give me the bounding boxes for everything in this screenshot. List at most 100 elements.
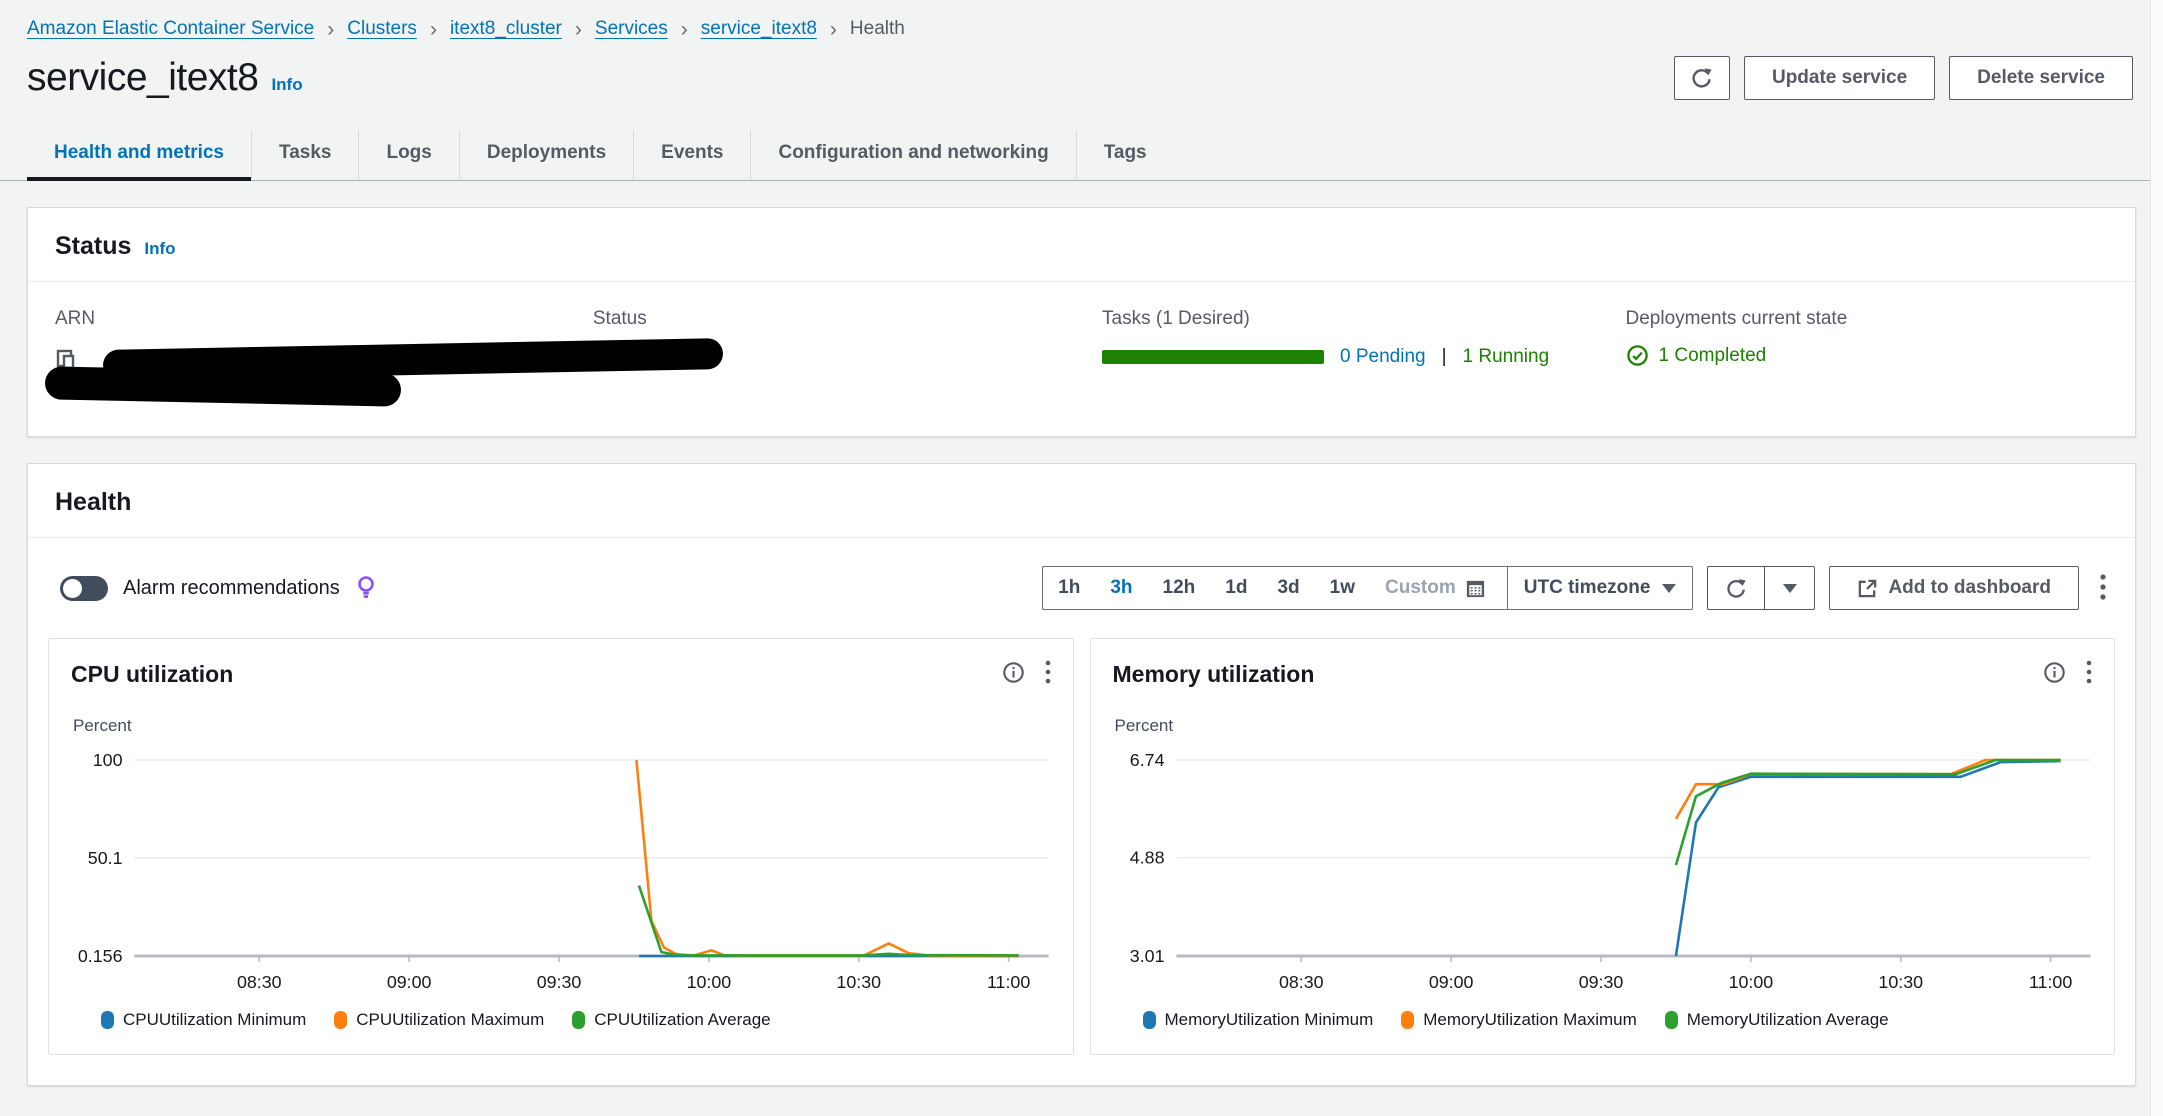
time-range-custom[interactable]: Custom (1370, 577, 1501, 599)
time-range-1d[interactable]: 1d (1210, 577, 1262, 599)
calendar-icon (1465, 578, 1486, 599)
refresh-charts-button[interactable] (1708, 567, 1764, 609)
tab-logs[interactable]: Logs (358, 130, 458, 180)
delete-service-button[interactable]: Delete service (1949, 56, 2133, 100)
chart-info-button[interactable] (2043, 661, 2066, 689)
breadcrumb-item-3[interactable]: itext8_cluster (450, 18, 562, 40)
svg-text:6.74: 6.74 (1129, 750, 1164, 770)
time-range-control: 1h3h12h1d3d1w Custom UTC timezone (1042, 566, 1693, 610)
legend-label: CPUUtilization Average (594, 1010, 770, 1030)
legend-item-memoryutilization-average[interactable]: MemoryUtilization Average (1665, 1010, 1889, 1030)
breadcrumb-separator: › (575, 19, 582, 40)
check-circle-icon (1626, 344, 1649, 367)
add-to-dashboard-button[interactable]: Add to dashboard (1829, 566, 2079, 610)
chart-info-button[interactable] (1002, 661, 1025, 689)
alarm-recommendations-label: Alarm recommendations (123, 577, 340, 600)
tab-health-and-metrics[interactable]: Health and metrics (27, 130, 251, 180)
timezone-label: UTC timezone (1524, 577, 1651, 599)
page-title: service_itext8 (27, 56, 258, 100)
legend-swatch (1401, 1011, 1414, 1029)
chart-legend: MemoryUtilization Minimum MemoryUtilizati… (1091, 1000, 2115, 1044)
custom-label: Custom (1385, 577, 1456, 599)
time-range-1h[interactable]: 1h (1043, 577, 1095, 599)
time-range-12h[interactable]: 12h (1148, 577, 1211, 599)
legend-item-memoryutilization-minimum[interactable]: MemoryUtilization Minimum (1143, 1010, 1374, 1030)
svg-text:10:30: 10:30 (1878, 972, 1923, 992)
breadcrumb-item-2[interactable]: Clusters (347, 18, 417, 40)
deployments-field: Deployments current state 1 Completed (1626, 308, 2108, 406)
breadcrumb: Amazon Elastic Container Service › Cluster… (0, 0, 2163, 40)
vertical-ellipsis-icon (2086, 659, 2092, 685)
refresh-split-button (1707, 566, 1815, 610)
tasks-progress-bar (1102, 350, 1324, 364)
tab-deployments[interactable]: Deployments (459, 130, 633, 180)
time-range-3d[interactable]: 3d (1262, 577, 1314, 599)
timezone-dropdown[interactable]: UTC timezone (1508, 577, 1693, 599)
vertical-ellipsis-icon (1045, 659, 1051, 685)
chart-options-menu-button[interactable] (2086, 659, 2092, 690)
y-axis-unit-label: Percent (1091, 698, 2115, 744)
refresh-service-button[interactable] (1674, 56, 1730, 100)
time-range-3h[interactable]: 3h (1095, 577, 1147, 599)
health-options-menu-button[interactable] (2093, 572, 2113, 605)
svg-text:11:00: 11:00 (2028, 972, 2071, 992)
status-info-link[interactable]: Info (144, 239, 175, 259)
refresh-icon (1725, 577, 1748, 600)
legend-swatch (334, 1011, 347, 1029)
refresh-options-dropdown[interactable] (1764, 567, 1814, 609)
scrollbar[interactable] (2150, 0, 2163, 1116)
breadcrumb-separator: › (327, 19, 334, 40)
chart-title: CPU utilization (71, 661, 233, 688)
external-link-icon (1857, 578, 1878, 599)
breadcrumb-item-5[interactable]: service_itext8 (701, 18, 817, 40)
time-range-1w[interactable]: 1w (1315, 577, 1370, 599)
alarm-recommendations-toggle[interactable] (60, 576, 108, 601)
svg-text:08:30: 08:30 (237, 972, 282, 992)
add-to-dashboard-label: Add to dashboard (1888, 577, 2051, 599)
svg-text:10:00: 10:00 (687, 972, 732, 992)
memory-utilization-chart[interactable]: 6.744.883.0108:3009:0009:3010:0010:3011:… (1091, 744, 2115, 1000)
refresh-icon (1690, 66, 1714, 90)
breadcrumb-item-1[interactable]: Amazon Elastic Container Service (27, 18, 314, 40)
tasks-label: Tasks (1 Desired) (1102, 308, 1626, 330)
status-label: Status (593, 308, 1102, 330)
svg-text:0.156: 0.156 (78, 946, 123, 966)
cpu-utilization-chart[interactable]: 10050.10.15608:3009:0009:3010:0010:3011:… (49, 744, 1073, 1000)
chevron-down-icon (1783, 584, 1797, 593)
svg-text:4.88: 4.88 (1129, 848, 1164, 868)
tab-tags[interactable]: Tags (1076, 130, 1174, 180)
info-icon (2043, 661, 2066, 684)
legend-item-cpuutilization-minimum[interactable]: CPUUtilization Minimum (101, 1010, 306, 1030)
breadcrumb-separator: › (830, 19, 837, 40)
deployments-value: 1 Completed (1659, 345, 1767, 367)
tasks-running: 1 Running (1463, 346, 1550, 368)
chart-options-menu-button[interactable] (1045, 659, 1051, 690)
page-info-link[interactable]: Info (271, 75, 302, 95)
page-header: service_itext8 Info Update service Delet… (0, 40, 2163, 100)
svg-text:10:00: 10:00 (1728, 972, 1773, 992)
update-service-button[interactable]: Update service (1744, 56, 1935, 100)
tab-events[interactable]: Events (633, 130, 750, 180)
health-panel: Health Alarm recommendations 1h3h12h1d3d… (27, 463, 2136, 1086)
status-panel-title: Status (55, 232, 131, 261)
svg-text:10:30: 10:30 (836, 972, 881, 992)
tasks-separator: | (1442, 346, 1447, 368)
tab-bar: Health and metricsTasksLogsDeploymentsEv… (0, 130, 2163, 181)
status-panel: Status Info ARN Status (27, 207, 2136, 437)
tab-tasks[interactable]: Tasks (251, 130, 358, 180)
breadcrumb-item-6: Health (850, 18, 905, 40)
lightbulb-icon (355, 575, 377, 601)
svg-text:09:00: 09:00 (1428, 972, 1473, 992)
legend-swatch (1665, 1011, 1678, 1029)
svg-text:09:30: 09:30 (537, 972, 582, 992)
legend-item-cpuutilization-maximum[interactable]: CPUUtilization Maximum (334, 1010, 544, 1030)
arn-field: ARN (55, 308, 593, 406)
memory-utilization-chart-card: Memory utilization (1090, 638, 2116, 1055)
legend-label: CPUUtilization Maximum (356, 1010, 544, 1030)
legend-item-cpuutilization-average[interactable]: CPUUtilization Average (572, 1010, 770, 1030)
chart-title: Memory utilization (1113, 661, 1315, 688)
tab-configuration-and-networking[interactable]: Configuration and networking (750, 130, 1075, 180)
svg-text:09:30: 09:30 (1578, 972, 1623, 992)
legend-item-memoryutilization-maximum[interactable]: MemoryUtilization Maximum (1401, 1010, 1636, 1030)
breadcrumb-item-4[interactable]: Services (595, 18, 668, 40)
